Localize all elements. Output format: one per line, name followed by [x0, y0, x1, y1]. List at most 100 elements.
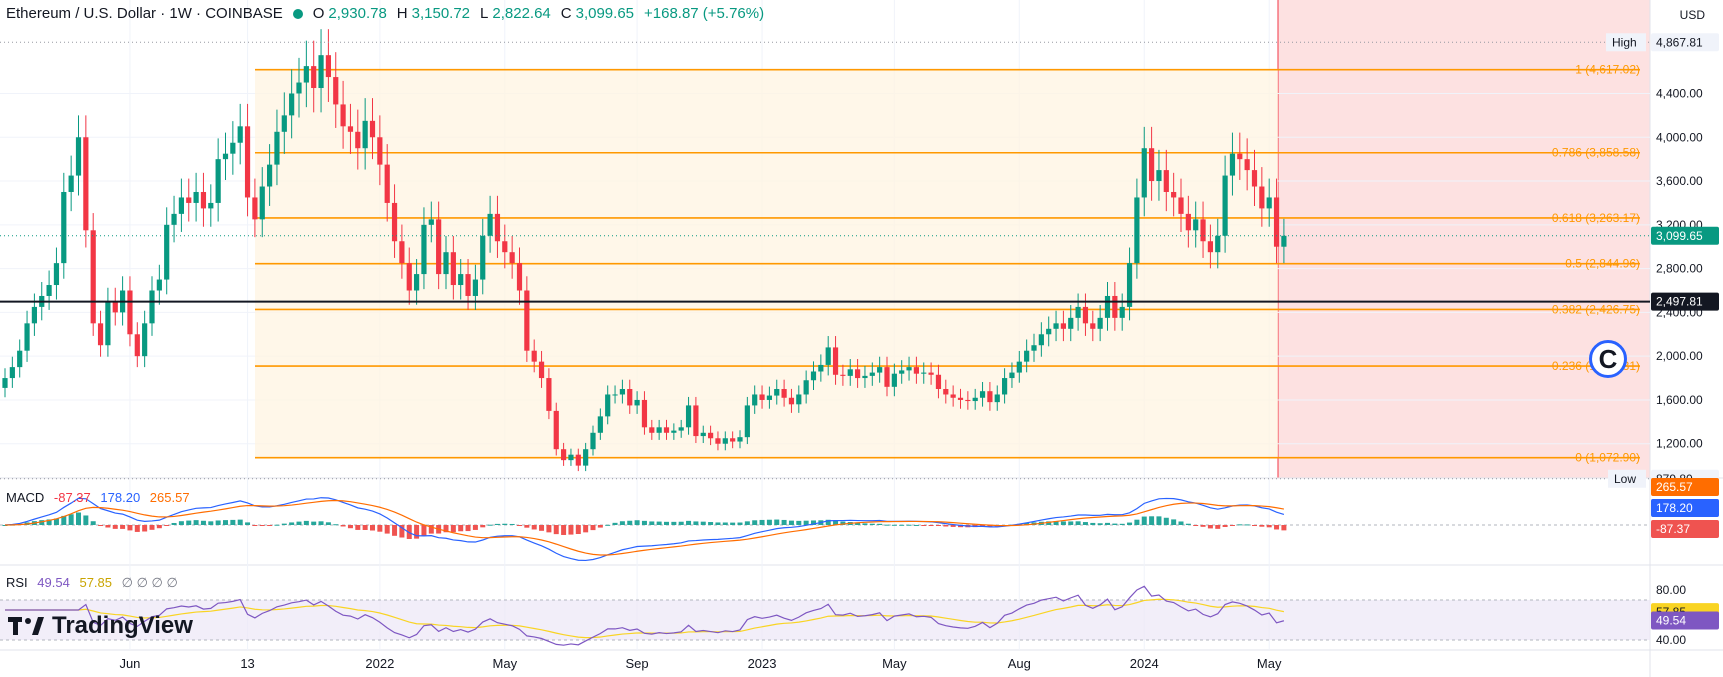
fib-level-label: 0.382 (2,426.75)	[1552, 302, 1640, 316]
candle-body	[46, 285, 52, 296]
time-tick-label: 13	[240, 656, 254, 671]
macd-histogram-bar	[877, 523, 883, 525]
close-label: C	[560, 5, 572, 22]
candle-body	[685, 405, 692, 428]
macd-histogram-bar	[796, 520, 802, 525]
candle-body	[1024, 350, 1030, 362]
candle-body	[774, 389, 780, 396]
macd-histogram-bar	[1229, 525, 1235, 526]
candle-body	[1002, 378, 1008, 395]
candle-body	[744, 405, 750, 438]
candle-body	[575, 454, 581, 466]
candle-body	[274, 131, 280, 165]
macd-histogram-bar	[377, 525, 383, 532]
candle-body	[899, 370, 905, 374]
macd-histogram-bar	[1127, 522, 1133, 525]
candle-body	[752, 394, 758, 406]
high-value-label: 4,867.81	[1656, 35, 1703, 49]
macd-histogram-bar	[325, 522, 331, 525]
macd-histogram-bar	[1259, 525, 1265, 527]
candle-body	[296, 82, 302, 94]
candle-body	[384, 164, 390, 203]
macd-histogram-bar	[1193, 525, 1199, 526]
macd-histogram-bar	[46, 519, 52, 525]
low-tag-label: Low	[1614, 472, 1636, 486]
rsi-panel: 80.00 40.00	[0, 583, 1686, 647]
macd-histogram-bar	[296, 521, 302, 525]
candle-body	[244, 126, 251, 198]
candle-body	[436, 219, 442, 275]
candle-body	[1207, 241, 1213, 253]
candle-body	[9, 367, 15, 379]
macd-histogram-bar	[1068, 521, 1074, 525]
candle-body	[200, 191, 207, 209]
macd-histogram-bar	[575, 525, 581, 535]
macd-histogram-bar	[921, 525, 927, 526]
candle-body	[494, 213, 501, 242]
candle-body	[333, 77, 339, 105]
fib-level-label: 0.5 (2,844.96)	[1565, 257, 1640, 271]
candle-body	[1119, 306, 1125, 318]
candle-body	[193, 191, 199, 203]
candle-body	[847, 369, 853, 376]
candle-body	[414, 274, 420, 291]
candle-body	[105, 301, 111, 346]
candle-body	[759, 394, 765, 400]
candle-body	[583, 449, 589, 466]
candle-body	[546, 378, 552, 411]
candle-body	[1112, 295, 1118, 318]
candle-body	[796, 394, 802, 405]
candle-body	[230, 142, 236, 154]
rsi-line	[5, 585, 1285, 646]
candle-body	[928, 372, 934, 375]
candle-body	[862, 375, 868, 379]
candle-body	[2, 378, 8, 388]
macd-histogram-bar	[480, 525, 486, 528]
macd-histogram-bar	[1274, 525, 1280, 530]
candle-body	[663, 427, 670, 433]
low-label: L	[480, 5, 489, 22]
price-tick-label: 4,400.00	[1656, 86, 1703, 100]
candle-body	[605, 394, 611, 417]
macd-hist-value: -87.37	[53, 490, 91, 505]
fib-level-label: 0.618 (3,263.17)	[1552, 211, 1640, 225]
macd-signal-tag: 265.57	[1656, 480, 1693, 494]
candle-body	[156, 279, 162, 291]
candle-body	[465, 274, 471, 296]
candle-body	[1068, 317, 1074, 329]
macd-histogram-bar	[1075, 521, 1081, 525]
macd-histogram-bar	[399, 525, 405, 538]
macd-histogram-bar	[61, 515, 67, 525]
candle-body	[531, 350, 537, 362]
candle-body	[693, 405, 699, 437]
macd-histogram-bar	[671, 521, 677, 525]
macd-histogram-bar	[641, 520, 647, 525]
fib-level-label: 0 (1,072.90)	[1575, 451, 1640, 465]
time-tick-label: Aug	[1008, 656, 1031, 671]
close-value: 3,099.65	[575, 5, 634, 22]
candle-body	[913, 367, 919, 374]
macd-legend[interactable]: MACD -87.37 178.20 265.57	[6, 490, 196, 505]
candle-body	[708, 432, 714, 439]
rsi-tick-label: 80.00	[1656, 583, 1686, 597]
macd-histogram-bar	[134, 525, 140, 532]
candle-body	[53, 263, 60, 286]
candle-body	[1141, 148, 1147, 198]
macd-histogram-bar	[605, 524, 611, 526]
rsi-legend[interactable]: RSI 49.54 57.85 ∅ ∅ ∅ ∅	[6, 575, 184, 591]
candle-body	[869, 372, 875, 376]
symbol-title[interactable]: Ethereum / U.S. Dollar · 1W · COINBASE	[6, 5, 283, 22]
candle-body	[957, 397, 964, 400]
candle-body	[215, 159, 221, 203]
candle-body	[399, 241, 405, 264]
candle-body	[1171, 191, 1177, 198]
candle-body	[487, 213, 493, 236]
macd-histogram-bar	[1171, 519, 1177, 525]
tradingview-logo[interactable]: TradingView	[8, 612, 193, 640]
candle-body	[281, 115, 287, 132]
candle-body	[318, 55, 324, 89]
macd-histogram-bar	[825, 519, 831, 525]
last-price-label: 3,099.65	[1656, 229, 1703, 243]
currency-label[interactable]: USD	[1679, 8, 1705, 22]
candle-body	[502, 241, 508, 253]
